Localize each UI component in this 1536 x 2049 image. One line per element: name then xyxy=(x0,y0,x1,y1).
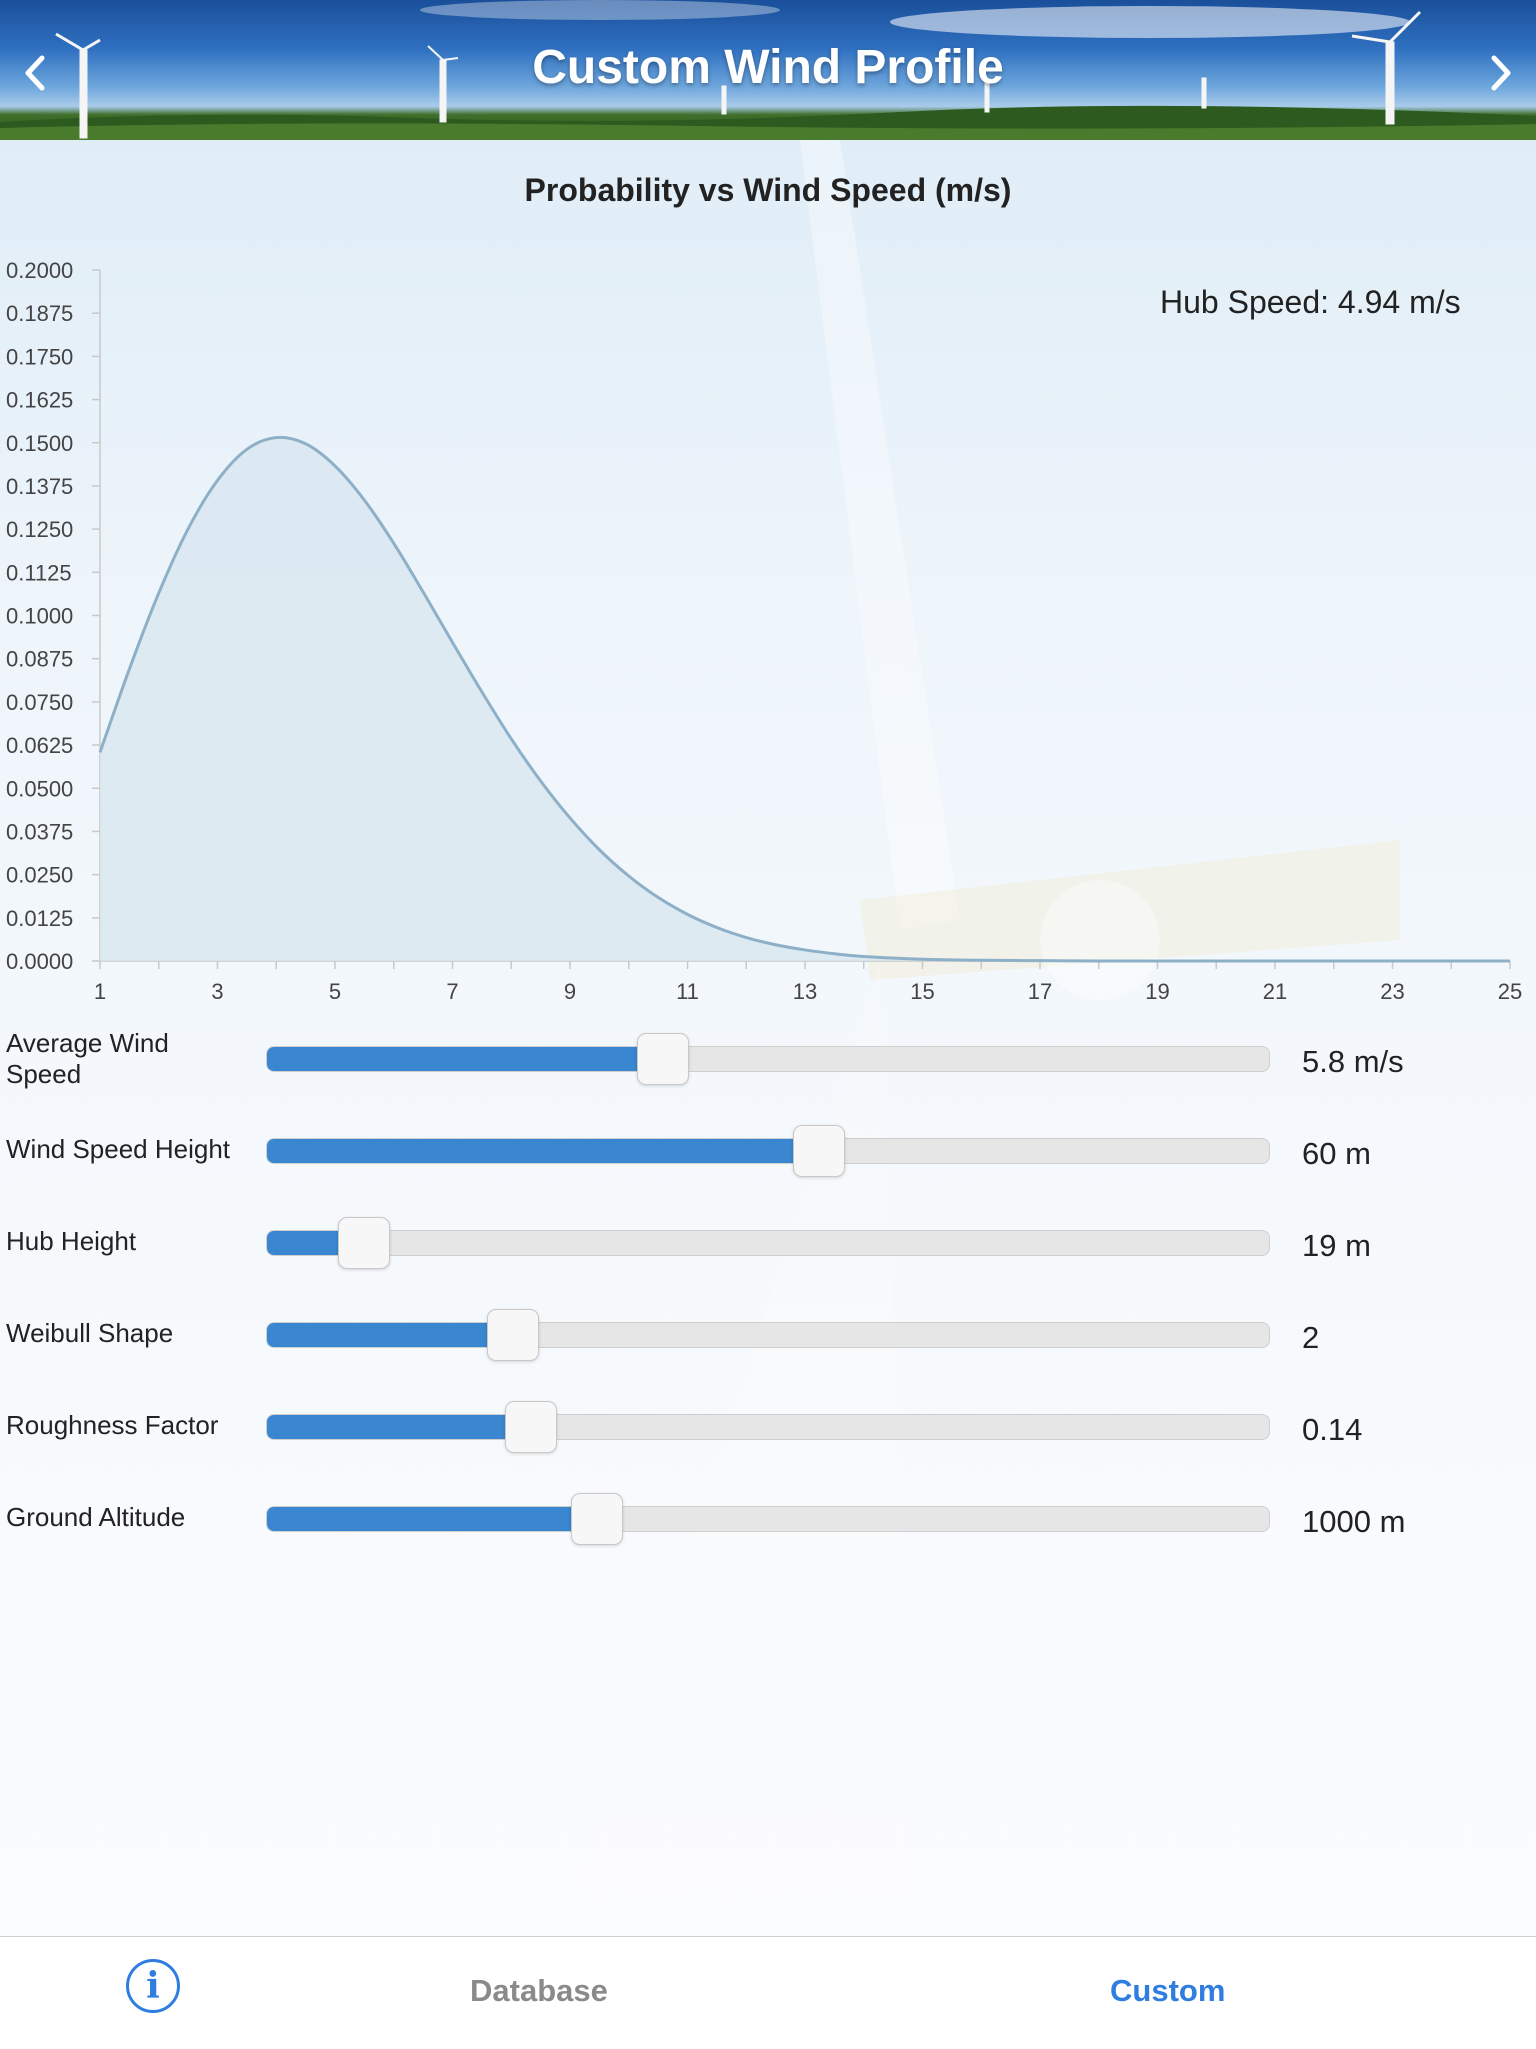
slider-label: Roughness Factor xyxy=(6,1410,219,1440)
tab-database[interactable]: Database xyxy=(470,1937,760,2049)
slider-row: Roughness Factor 0.14 xyxy=(0,1396,1536,1476)
probability-chart: 0.0000 0.0125 0.0250 0.0375 0.0500 0.0625 0.07… xyxy=(6,258,1522,1004)
x-tick-label: 11 xyxy=(676,979,699,1004)
hub-speed-readout: Hub Speed: 4.94 m/s xyxy=(1160,284,1461,320)
slider-fill xyxy=(267,1415,531,1439)
y-tick-label: 0.1750 xyxy=(6,344,73,369)
x-tick-label: 15 xyxy=(910,979,934,1004)
slider-fill xyxy=(267,1507,597,1531)
slider-row: Wind Speed Height 60 m xyxy=(0,1120,1536,1200)
slider-thumb[interactable] xyxy=(570,1493,623,1545)
slider-value: 19 m xyxy=(1302,1228,1371,1263)
y-tick-label: 0.0500 xyxy=(6,776,73,801)
slider-value: 0.14 xyxy=(1302,1412,1363,1447)
slider-value: 5.8 m/s xyxy=(1302,1044,1404,1079)
x-tick-label: 17 xyxy=(1028,979,1052,1004)
slider-thumb[interactable] xyxy=(793,1125,846,1177)
slider-row: Weibull Shape 2 xyxy=(0,1304,1536,1384)
slider-track[interactable] xyxy=(266,1493,1270,1545)
y-tick-label: 0.2000 xyxy=(6,258,73,283)
x-tick-label: 25 xyxy=(1498,979,1522,1004)
slider-thumb[interactable] xyxy=(636,1033,689,1085)
x-tick-label: 7 xyxy=(446,979,458,1004)
slider-thumb[interactable] xyxy=(504,1401,557,1453)
slider-fill xyxy=(267,1139,820,1163)
slider-track[interactable] xyxy=(266,1401,1270,1453)
x-tick-label: 1 xyxy=(94,979,106,1004)
y-tick-label: 0.1125 xyxy=(6,560,72,585)
x-tick-label: 19 xyxy=(1145,979,1169,1004)
chart-title: Probability vs Wind Speed (m/s) xyxy=(524,172,1012,208)
slider-label: Wind Speed Height xyxy=(6,1134,231,1164)
tab-database-label: Database xyxy=(470,1973,608,2008)
slider-label: Average Wind Speed xyxy=(6,1028,169,1089)
slider-fill xyxy=(267,1047,663,1071)
y-tick-label: 0.0750 xyxy=(6,690,73,715)
forward-button[interactable] xyxy=(1478,48,1522,98)
y-tick-label: 0.1625 xyxy=(6,388,73,413)
tab-bar: i Database Custom xyxy=(0,1936,1536,2049)
wind-farm-banner-image xyxy=(0,0,1536,140)
y-tick-label: 0.0375 xyxy=(6,819,73,844)
y-tick-label: 0.1500 xyxy=(6,431,73,456)
series-line xyxy=(98,435,1510,963)
chevron-left-icon xyxy=(25,55,45,91)
back-button[interactable] xyxy=(14,48,58,98)
tab-custom-label: Custom xyxy=(1110,1973,1226,2008)
tab-info[interactable]: i xyxy=(90,1937,220,2049)
slider-thumb[interactable] xyxy=(487,1309,540,1361)
y-tick-label: 0.1000 xyxy=(6,604,73,629)
slider-label: Hub Height xyxy=(6,1226,137,1256)
x-tick-label: 9 xyxy=(564,979,576,1004)
slider-track[interactable] xyxy=(266,1125,1270,1177)
tab-custom[interactable]: Custom xyxy=(1110,1937,1350,2049)
slider-thumb[interactable] xyxy=(338,1217,391,1269)
slider-track[interactable] xyxy=(266,1217,1270,1269)
page-title: Custom Wind Profile xyxy=(532,41,1004,94)
slider-row: Hub Height 19 m xyxy=(0,1212,1536,1292)
y-tick-label: 0.1250 xyxy=(6,517,73,542)
chevron-right-icon xyxy=(1491,55,1511,91)
slider-label: Ground Altitude xyxy=(6,1502,186,1532)
slider-row: Ground Altitude 1000 m xyxy=(0,1488,1536,1568)
slider-value: 1000 m xyxy=(1302,1504,1406,1539)
y-tick-label: 0.1375 xyxy=(6,474,73,499)
slider-value: 60 m xyxy=(1302,1136,1371,1171)
y-tick-label: 0.0125 xyxy=(6,906,73,931)
slider-row: Average Wind Speed 5.8 m/s xyxy=(0,1028,1536,1108)
x-tick-label: 23 xyxy=(1380,979,1404,1004)
slider-track[interactable] xyxy=(266,1033,1270,1085)
y-tick-label: 0.0625 xyxy=(6,733,73,758)
info-icon: i xyxy=(126,1959,180,2013)
header-banner: Custom Wind Profile xyxy=(0,0,1536,140)
x-tick-label: 3 xyxy=(211,979,223,1004)
y-tick-label: 0.0875 xyxy=(6,647,73,672)
slider-fill xyxy=(267,1323,514,1347)
y-tick-label: 0.0000 xyxy=(6,949,73,974)
y-tick-label: 0.0250 xyxy=(6,863,73,888)
y-tick-label: 0.1875 xyxy=(6,301,73,326)
x-tick-label: 13 xyxy=(793,979,817,1004)
slider-value: 2 xyxy=(1302,1320,1320,1355)
slider-track[interactable] xyxy=(266,1309,1270,1361)
slider-label: Weibull Shape xyxy=(6,1318,174,1348)
series-area xyxy=(100,437,1510,962)
x-tick-label: 5 xyxy=(329,979,341,1004)
x-tick-label: 21 xyxy=(1263,979,1287,1004)
